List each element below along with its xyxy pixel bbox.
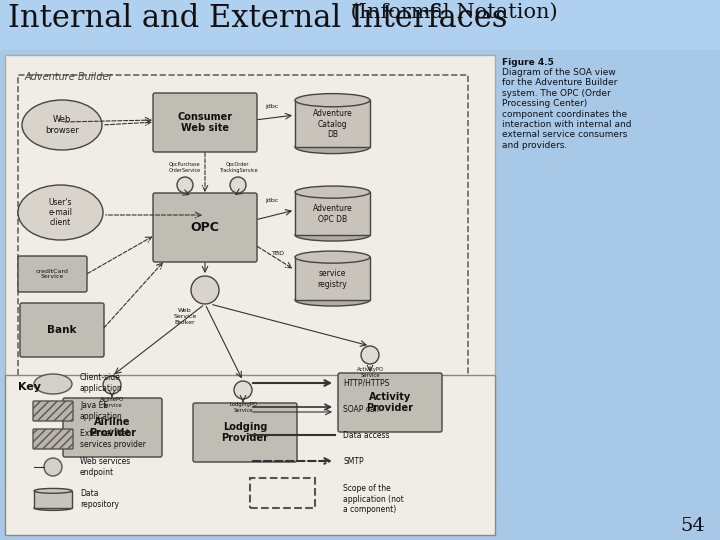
Text: 54: 54 [680,517,705,535]
FancyBboxPatch shape [153,193,257,262]
FancyBboxPatch shape [20,303,104,357]
Text: HTTP/HTTPS: HTTP/HTTPS [343,379,390,388]
Bar [34,491,72,508]
Text: creditCard
Service: creditCard Service [36,268,69,279]
Circle shape [234,381,252,399]
Ellipse shape [34,374,72,394]
Circle shape [44,458,62,476]
Bar [5,375,495,535]
FancyBboxPatch shape [193,403,297,462]
Text: External Web
services provider: External Web services provider [80,429,146,449]
Text: jdbc: jdbc [266,198,279,203]
Text: OPC: OPC [191,221,220,234]
Circle shape [361,346,379,364]
Ellipse shape [295,186,370,198]
Text: Consumer
Web site: Consumer Web site [177,112,233,133]
Bar [5,55,495,490]
Bar [295,257,370,300]
Text: Client-side
application: Client-side application [80,373,122,393]
Circle shape [177,177,193,193]
FancyBboxPatch shape [153,93,257,152]
Circle shape [230,177,246,193]
Text: Web services
endpoint: Web services endpoint [80,457,130,477]
Text: LodgingPO
Service: LodgingPO Service [229,402,257,413]
Text: Figure 4.5: Figure 4.5 [502,58,554,67]
Text: Scope of the
application (not
a component): Scope of the application (not a componen… [343,484,404,514]
Circle shape [191,276,219,304]
Text: Internal and External Interfaces: Internal and External Interfaces [8,3,508,34]
Text: Java EE
application: Java EE application [80,401,122,421]
Text: Airline
Provider: Airline Provider [89,417,136,438]
Ellipse shape [295,93,370,107]
Text: Adventure
Catalog
DB: Adventure Catalog DB [312,109,352,139]
FancyBboxPatch shape [18,256,87,292]
Ellipse shape [22,100,102,150]
Text: Bank: Bank [48,325,77,335]
Ellipse shape [295,229,370,241]
Text: Lodging
Provider: Lodging Provider [222,422,269,443]
Text: Key: Key [18,382,41,392]
Text: Web
Service
Broker: Web Service Broker [174,308,197,325]
Text: Diagram of the SOA view
for the Adventure Builder
system. The OPC (Order
Process: Diagram of the SOA view for the Adventur… [502,68,631,150]
FancyBboxPatch shape [33,429,73,449]
Bar [295,100,370,147]
Text: OpcOrder
TrackingService: OpcOrder TrackingService [219,162,257,173]
Text: SMTP: SMTP [343,456,364,465]
Text: service
registry: service registry [318,269,347,289]
Text: Data
repository: Data repository [80,489,119,509]
FancyBboxPatch shape [63,398,162,457]
Ellipse shape [295,140,370,153]
Circle shape [103,376,121,394]
Bar [295,192,370,235]
Text: Activity
Provider: Activity Provider [366,392,413,413]
Ellipse shape [295,251,370,263]
Text: Data access: Data access [343,430,390,440]
Text: AirlinePO
Service: AirlinePO Service [100,397,124,408]
Ellipse shape [295,294,370,306]
Text: Web
browser: Web browser [45,116,79,134]
FancyBboxPatch shape [33,401,73,421]
Ellipse shape [34,488,72,493]
Text: Adventure
OPC DB: Adventure OPC DB [312,205,352,224]
Ellipse shape [18,185,103,240]
Text: SOAP call: SOAP call [343,404,379,414]
Text: User's
e-mail
client: User's e-mail client [48,198,73,227]
Text: Adventure Builder: Adventure Builder [25,72,114,82]
FancyBboxPatch shape [338,373,442,432]
Text: (Informal Notation): (Informal Notation) [344,3,557,22]
Text: OpcPurchase
OrderService: OpcPurchase OrderService [169,162,201,173]
Bar [0,0,720,50]
Text: TBD: TBD [271,251,284,256]
Ellipse shape [34,505,72,510]
Text: jdbc: jdbc [266,104,279,109]
Text: ActivityPO
Service: ActivityPO Service [356,367,384,378]
